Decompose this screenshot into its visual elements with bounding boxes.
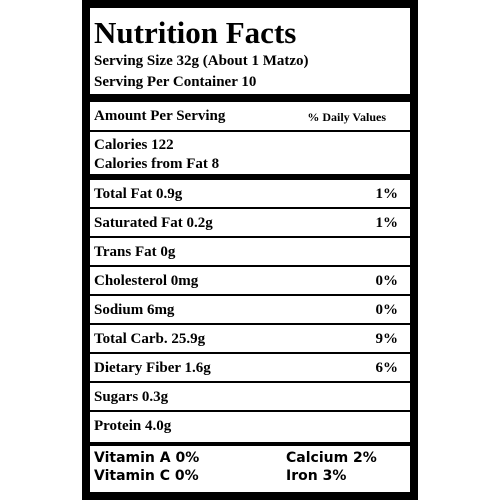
nutrient-name: Dietary Fiber 1.6g [94, 360, 211, 376]
iron: Iron 3% [286, 468, 347, 484]
nutrient-name: Total Fat 0.9g [94, 186, 183, 202]
vitamin-c: Vitamin C 0% [94, 468, 199, 484]
nutrient-row: Sodium 6mg 0% [90, 296, 410, 325]
vitamins-panel: Vitamin A 0% Calcium 2% Vitamin C 0% Iro… [90, 446, 410, 492]
header-panel: Nutrition Facts Serving Size 32g (About … [90, 8, 410, 94]
nutrient-row: Total Carb. 25.9g 9% [90, 325, 410, 354]
calories-from-fat: Calories from Fat 8 [94, 156, 220, 172]
nutrient-daily-value: 1% [375, 186, 399, 202]
nutrient-daily-value: 1% [375, 215, 399, 231]
calories: Calories 122 [94, 137, 174, 153]
nutrient-name: Sugars 0.3g [94, 389, 169, 405]
nutrient-daily-value: 0% [375, 273, 399, 289]
daily-values-header: % Daily Values [307, 110, 386, 124]
label-title: Nutrition Facts [94, 15, 297, 50]
nutrient-row: Protein 4.0g [90, 412, 410, 442]
nutrition-label: Nutrition Facts Serving Size 32g (About … [82, 0, 418, 500]
amount-header-row: Amount Per Serving % Daily Values [90, 102, 410, 132]
nutrient-row: Saturated Fat 0.2g 1% [90, 209, 410, 238]
nutrient-row: Trans Fat 0g [90, 238, 410, 267]
nutrient-row: Dietary Fiber 1.6g 6% [90, 354, 410, 383]
nutrient-name: Protein 4.0g [94, 418, 172, 434]
calories-row: Calories 122 Calories from Fat 8 [90, 132, 410, 180]
nutrient-row: Total Fat 0.9g 1% [90, 180, 410, 209]
nutrient-row: Sugars 0.3g [90, 383, 410, 412]
servings-per-container: Serving Per Container 10 [94, 74, 257, 90]
nutrient-name: Total Carb. 25.9g [94, 331, 206, 347]
serving-size: Serving Size 32g (About 1 Matzo) [94, 53, 309, 69]
nutrient-name: Sodium 6mg [94, 302, 175, 318]
nutrient-daily-value: 9% [375, 331, 399, 347]
body-panel: Amount Per Serving % Daily Values Calori… [90, 102, 410, 442]
nutrient-name: Trans Fat 0g [94, 244, 176, 260]
nutrient-name: Saturated Fat 0.2g [94, 215, 213, 231]
nutrient-name: Cholesterol 0mg [94, 273, 199, 289]
amount-per-serving: Amount Per Serving [94, 108, 226, 124]
nutrient-row: Cholesterol 0mg 0% [90, 267, 410, 296]
calcium: Calcium 2% [286, 450, 377, 466]
nutrient-daily-value: 6% [375, 360, 399, 376]
vitamin-a: Vitamin A 0% [94, 450, 200, 466]
nutrient-daily-value: 0% [375, 302, 399, 318]
